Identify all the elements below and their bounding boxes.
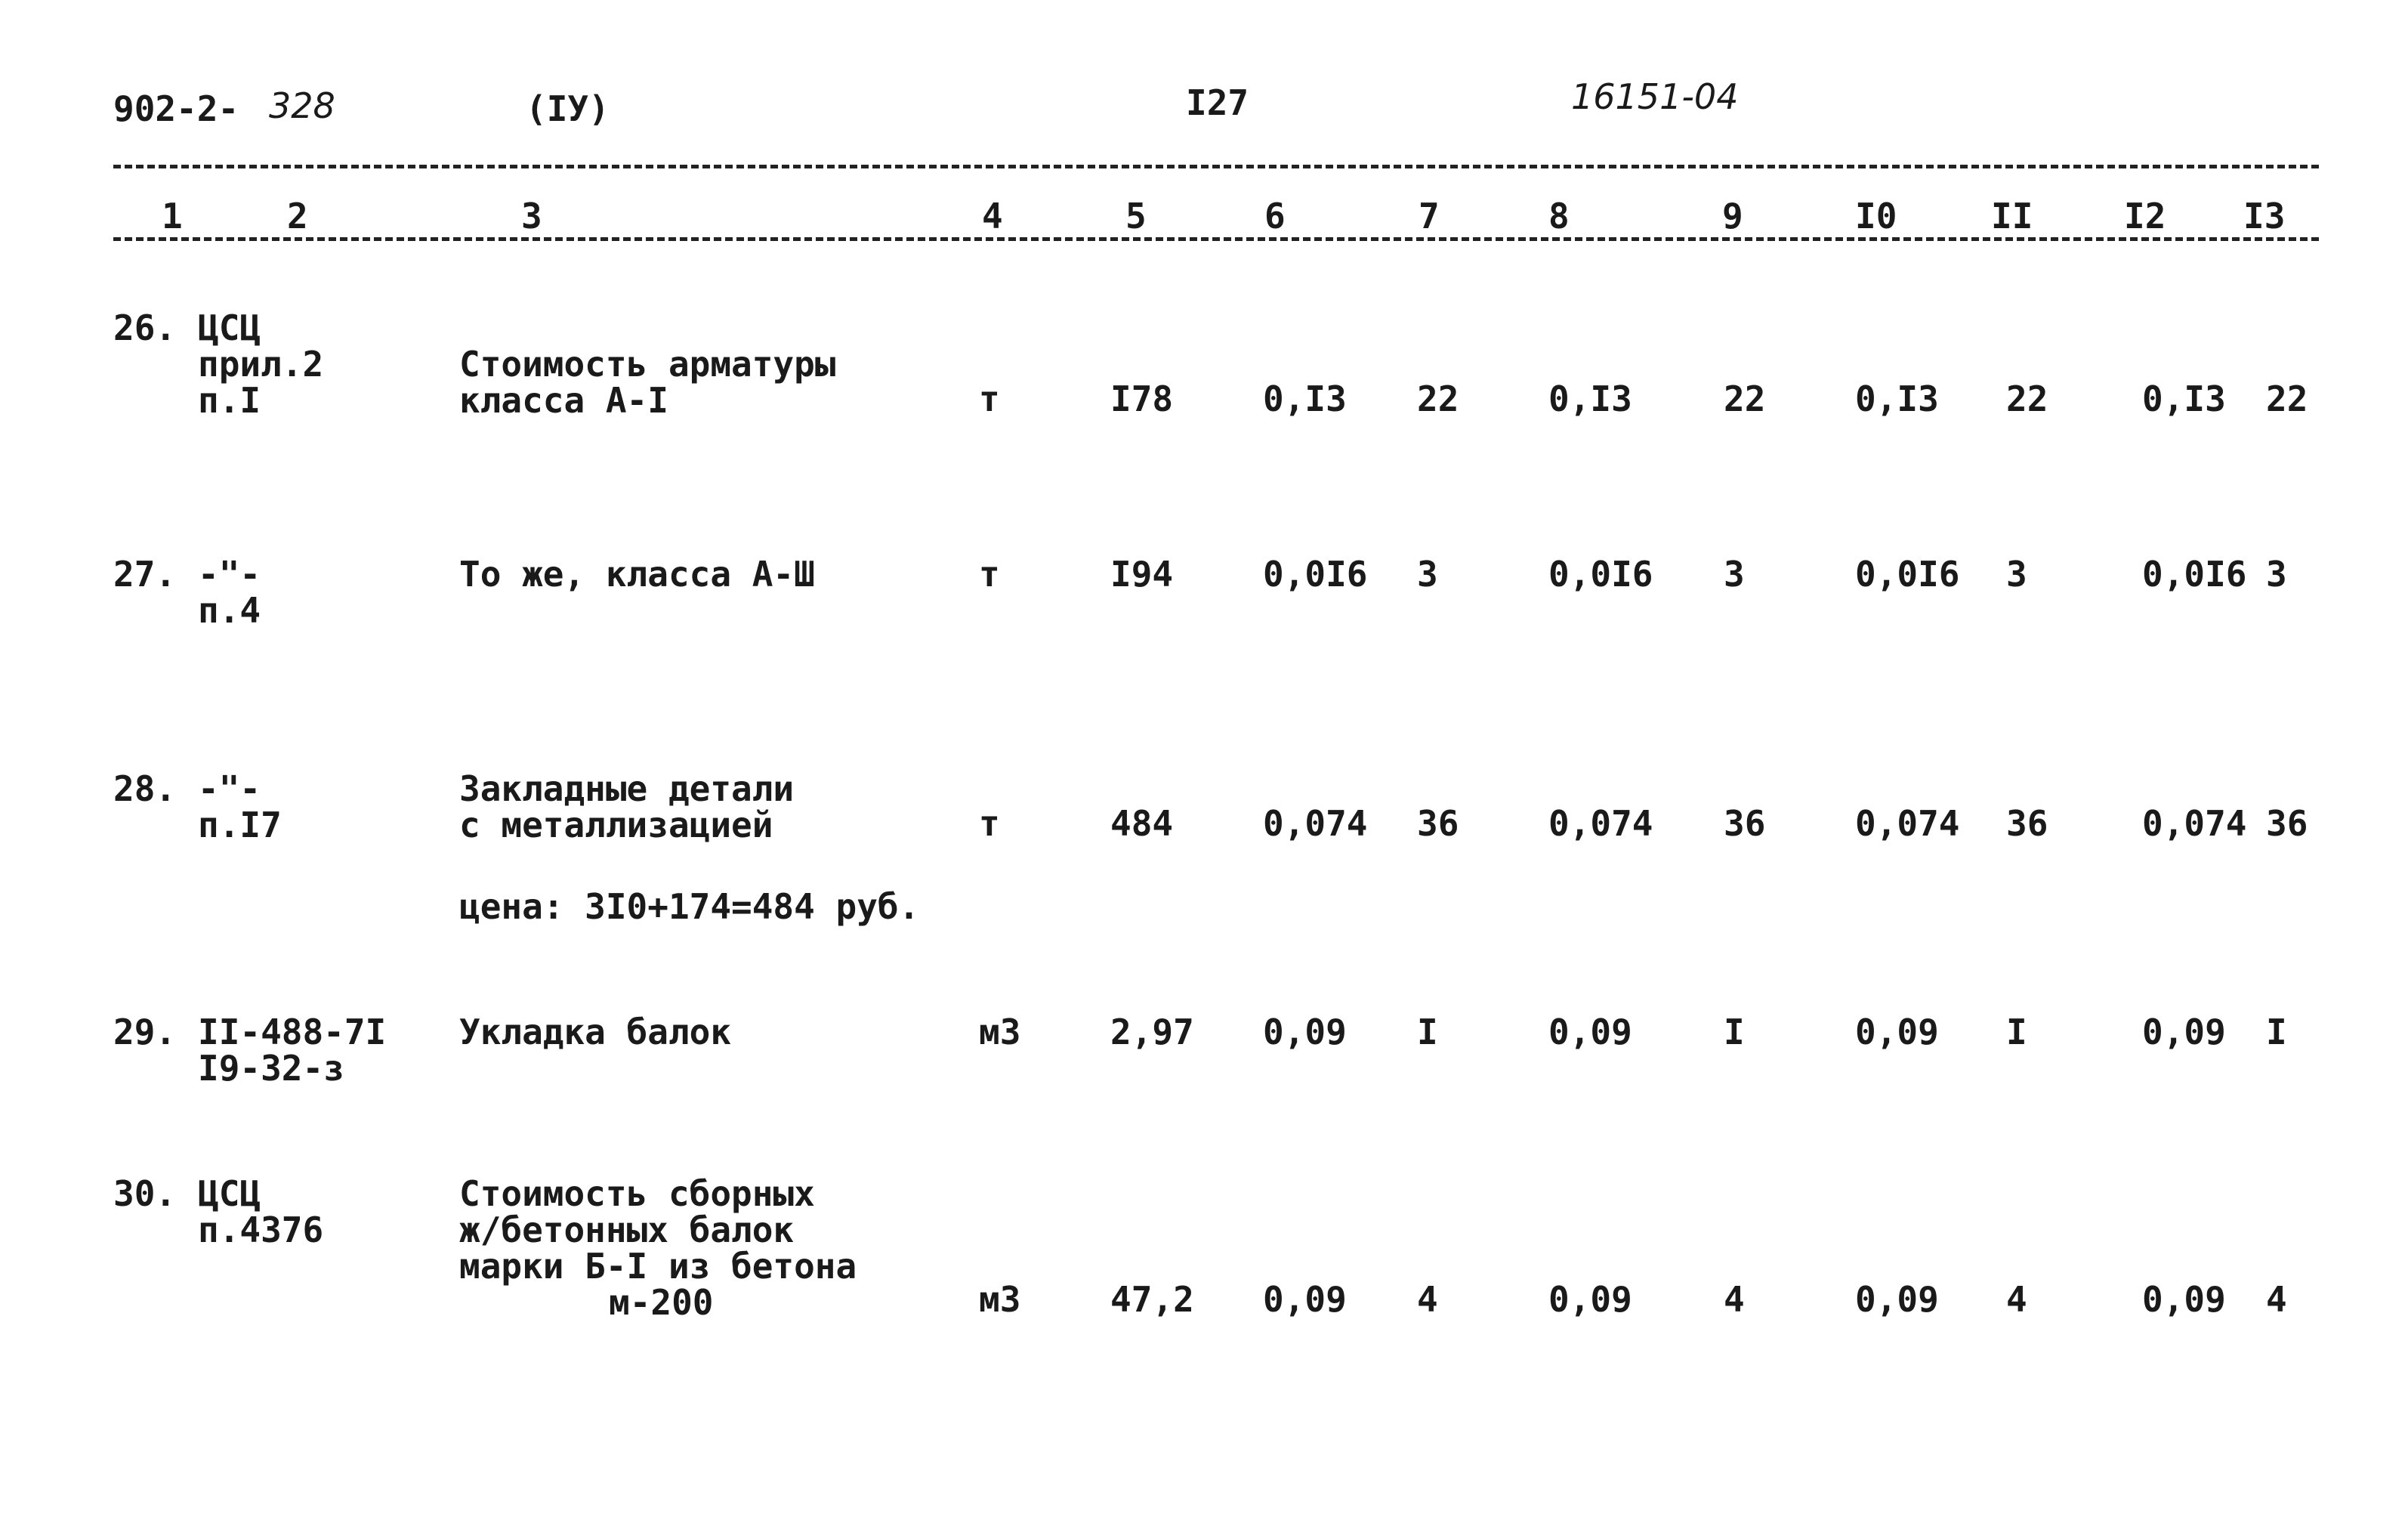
value: 22 <box>2006 378 2048 419</box>
value: I <box>2006 1012 2027 1052</box>
description: м-200 <box>609 1282 714 1323</box>
value: 0,0I6 <box>1548 554 1653 595</box>
value: 3 <box>2266 554 2287 595</box>
value: 3 <box>2006 554 2027 595</box>
column-header: 1 <box>162 196 183 236</box>
column-header: 5 <box>1125 196 1147 236</box>
description: Укладка балок <box>459 1012 732 1052</box>
row-number: 30. <box>113 1173 177 1214</box>
reference: ЦСЦ <box>198 1173 261 1214</box>
value: 0,074 <box>1548 803 1653 844</box>
column-header: I0 <box>1855 196 1897 236</box>
value: 0,09 <box>1263 1279 1347 1320</box>
value: 0,09 <box>1855 1012 1939 1052</box>
value: 22 <box>2266 378 2308 419</box>
separator <box>113 237 2319 241</box>
column-header: 8 <box>1548 196 1570 236</box>
column-header: I3 <box>2243 196 2286 236</box>
column-header: 7 <box>1419 196 1440 236</box>
unit: т <box>979 378 1000 419</box>
row-number: 26. <box>113 307 177 348</box>
reference: -"- <box>198 768 261 809</box>
value: 36 <box>2266 803 2308 844</box>
value: 0,I3 <box>1263 378 1347 419</box>
value: 0,074 <box>1263 803 1368 844</box>
description: Закладные детали <box>459 768 795 809</box>
price: 47,2 <box>1110 1279 1194 1320</box>
unit: т <box>979 554 1000 595</box>
row-number: 27. <box>113 554 177 595</box>
column-header: I2 <box>2124 196 2166 236</box>
code-number: 328 <box>269 85 335 126</box>
column-header: II <box>1991 196 2033 236</box>
value: 36 <box>2006 803 2048 844</box>
value: 4 <box>1724 1279 1745 1320</box>
reference: -"- <box>198 554 261 595</box>
value: I <box>1417 1012 1438 1052</box>
value: 0,0I6 <box>1855 554 1960 595</box>
column-header: 9 <box>1722 196 1743 236</box>
value: 0,09 <box>1855 1279 1939 1320</box>
value: I <box>1724 1012 1745 1052</box>
value: 0,074 <box>2142 803 2247 844</box>
reference: ЦСЦ <box>198 307 261 348</box>
page-number: I27 <box>1186 82 1249 123</box>
value: 0,0I6 <box>1263 554 1368 595</box>
code-prefix: 902-2- <box>113 88 239 129</box>
column-header: 2 <box>287 196 308 236</box>
description: Стоимость сборных <box>459 1173 815 1214</box>
row-number: 29. <box>113 1012 177 1052</box>
description: ж/бетонных балок <box>459 1210 795 1250</box>
value: 36 <box>1724 803 1766 844</box>
row-number: 28. <box>113 768 177 809</box>
unit: т <box>979 803 1000 844</box>
value: 0,09 <box>1263 1012 1347 1052</box>
value: 0,074 <box>1855 803 1960 844</box>
description: класса А-I <box>459 380 668 421</box>
description: марки Б-I из бетона <box>459 1246 857 1287</box>
price: 2,97 <box>1110 1012 1194 1052</box>
unit: м3 <box>979 1012 1021 1052</box>
value: 0,09 <box>2142 1012 2226 1052</box>
value: 0,0I6 <box>2142 554 2247 595</box>
price: I78 <box>1110 378 1174 419</box>
note: цена: 3I0+174=484 руб. <box>459 886 920 927</box>
value: 0,I3 <box>1548 378 1632 419</box>
reference: II-488-7I <box>198 1012 387 1052</box>
value: 4 <box>2266 1279 2287 1320</box>
description: с металлизацией <box>459 805 773 845</box>
unit: м3 <box>979 1279 1021 1320</box>
description: Стоимость арматуры <box>459 344 836 385</box>
value: 0,I3 <box>2142 378 2226 419</box>
reference: п.I <box>198 380 261 421</box>
value: 0,09 <box>2142 1279 2226 1320</box>
value: 4 <box>1417 1279 1438 1320</box>
value: 0,I3 <box>1855 378 1939 419</box>
separator <box>113 165 2319 168</box>
column-header: 3 <box>521 196 542 236</box>
reference: п.I7 <box>198 805 282 845</box>
value: 0,09 <box>1548 1279 1632 1320</box>
value: 36 <box>1417 803 1459 844</box>
reference: прил.2 <box>198 344 324 385</box>
value: 3 <box>1724 554 1745 595</box>
reference: I9-32-з <box>198 1048 344 1089</box>
document-number: 16151-04 <box>1571 76 1739 117</box>
reference: п.4376 <box>198 1210 324 1250</box>
column-header: 6 <box>1264 196 1286 236</box>
column-header: 4 <box>982 196 1003 236</box>
price: 484 <box>1110 803 1174 844</box>
value: 4 <box>2006 1279 2027 1320</box>
value: 22 <box>1724 378 1766 419</box>
reference: п.4 <box>198 590 261 631</box>
value: 0,09 <box>1548 1012 1632 1052</box>
value: I <box>2266 1012 2287 1052</box>
description: То же, класса А-Ш <box>459 554 815 595</box>
price: I94 <box>1110 554 1174 595</box>
value: 22 <box>1417 378 1459 419</box>
value: 3 <box>1417 554 1438 595</box>
section: (IУ) <box>526 88 610 129</box>
